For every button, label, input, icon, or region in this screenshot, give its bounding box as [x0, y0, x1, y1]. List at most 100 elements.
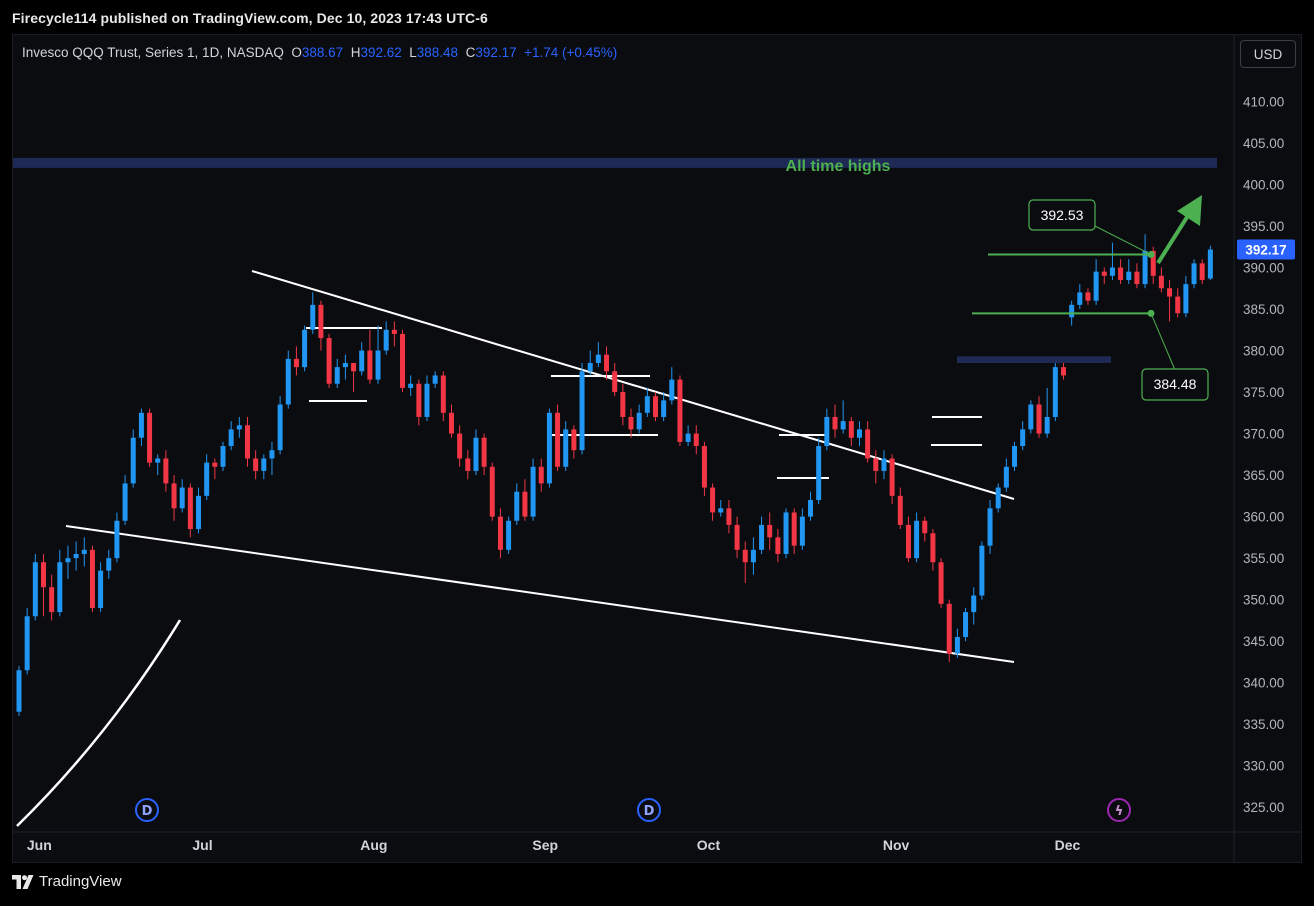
candle-body — [391, 329, 397, 334]
candle-body — [1134, 271, 1140, 285]
candle-body — [261, 458, 267, 471]
y-tick-label: 355.00 — [1243, 551, 1284, 566]
x-tick-label: Sep — [532, 837, 558, 853]
candle-body — [367, 350, 373, 380]
candle-body — [65, 558, 71, 563]
x-tick-label: Oct — [697, 837, 721, 853]
candle-body — [49, 587, 55, 613]
y-tick-label: 330.00 — [1243, 759, 1284, 774]
candle-body — [1207, 249, 1213, 279]
candle-body — [147, 412, 153, 463]
open-label: O — [291, 45, 302, 60]
candle-body — [89, 549, 95, 608]
chart-panel[interactable] — [12, 34, 1302, 863]
candle-body — [400, 333, 406, 388]
tradingview-logo[interactable]: TradingView — [12, 873, 122, 890]
candle-body — [1183, 284, 1189, 314]
callout-box — [1141, 368, 1209, 401]
candle-body — [759, 524, 765, 550]
candle-body — [81, 549, 87, 554]
candle-body — [971, 595, 977, 613]
candle-body — [571, 429, 577, 451]
candle-body — [914, 520, 920, 559]
candle-body — [1175, 296, 1181, 314]
candle-body — [652, 396, 658, 417]
y-tick-label: 380.00 — [1243, 344, 1284, 359]
candle-body — [954, 637, 960, 654]
candle-body — [693, 433, 699, 447]
resistance-zone — [957, 356, 1111, 363]
candle-body — [946, 603, 952, 654]
candle-body — [1093, 271, 1099, 301]
candle-body — [628, 416, 634, 430]
candle-body — [1085, 292, 1091, 301]
candle-body — [816, 446, 822, 501]
candle-body — [465, 458, 471, 471]
candle-body — [750, 549, 756, 563]
event-marker-label: ϟ — [1115, 804, 1124, 819]
last-price-value: 392.17 — [1245, 242, 1286, 257]
candle-body — [963, 612, 969, 638]
y-tick-label: 325.00 — [1243, 800, 1284, 815]
candle-body — [310, 304, 316, 330]
candle-body — [1101, 271, 1107, 276]
candle-body — [979, 545, 985, 596]
candle-body — [1167, 288, 1173, 297]
y-tick-label: 340.00 — [1243, 676, 1284, 691]
candle-body — [383, 329, 389, 351]
candle-body — [228, 429, 234, 447]
candle-body — [604, 354, 610, 372]
candle-body — [930, 533, 936, 563]
candle-body — [742, 549, 748, 563]
candle-body — [905, 524, 911, 559]
up-arrow-head — [1177, 195, 1202, 226]
candle-body — [497, 516, 503, 550]
candle-body — [1060, 367, 1066, 376]
candle-body — [530, 466, 536, 517]
close-label: C — [465, 45, 476, 60]
x-tick-label: Jun — [27, 837, 52, 853]
candle-body — [1012, 446, 1018, 467]
last-price-tag — [1237, 239, 1295, 260]
candle-body — [808, 500, 814, 517]
candle-body — [457, 433, 463, 459]
candle-body — [1028, 404, 1034, 430]
candle-body — [506, 520, 512, 550]
candle-body — [57, 562, 63, 613]
candle-body — [196, 495, 202, 530]
y-tick-label: 400.00 — [1243, 177, 1284, 192]
high-value: 392.62 — [360, 45, 402, 60]
candle-body — [1077, 292, 1083, 305]
y-tick-label: 375.00 — [1243, 385, 1284, 400]
lower-trendline — [65, 525, 1015, 663]
candle-body — [718, 508, 724, 513]
brand-text: TradingView — [39, 873, 122, 890]
y-tick-label: 350.00 — [1243, 593, 1284, 608]
candle-body — [987, 508, 993, 546]
candle-body — [1044, 416, 1050, 434]
candle-body — [636, 412, 642, 430]
candle-body — [620, 392, 626, 417]
candle-body — [1150, 250, 1156, 276]
candle-body — [1191, 263, 1197, 285]
candle-body — [856, 429, 862, 438]
callout-box — [1028, 199, 1096, 231]
candle-body — [1118, 267, 1124, 280]
candle-body — [1142, 250, 1148, 285]
currency-button[interactable]: USD — [1240, 40, 1296, 68]
x-tick-label: Dec — [1055, 837, 1081, 853]
candle-body — [220, 446, 226, 467]
event-marker-label: D — [142, 804, 153, 819]
symbol-title[interactable]: Invesco QQQ Trust, Series 1, 1D, NASDAQ — [22, 45, 284, 60]
candle-body — [1020, 429, 1026, 447]
candle-body — [783, 512, 789, 554]
candle-body — [791, 512, 797, 546]
x-tick-label: Aug — [360, 837, 387, 853]
candle-body — [995, 487, 1001, 509]
low-value: 388.48 — [416, 45, 459, 60]
x-tick-label: Nov — [883, 837, 910, 853]
candle-body — [163, 458, 169, 484]
y-tick-label: 365.00 — [1243, 468, 1284, 483]
candle-body — [98, 570, 104, 608]
